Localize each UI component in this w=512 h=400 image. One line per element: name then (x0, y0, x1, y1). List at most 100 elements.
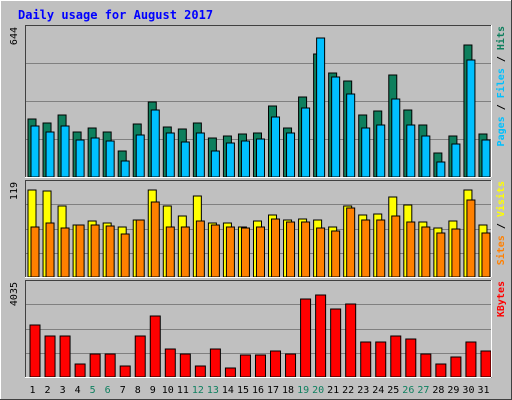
bar-files-day-11 (180, 141, 190, 178)
bar-files-day-29 (451, 143, 461, 178)
x-tick-label-day-7: 7 (120, 385, 126, 396)
bar-sites-day-12 (195, 220, 205, 278)
bar-files-day-28 (436, 161, 446, 178)
bar-kbytes-day-7 (119, 365, 131, 378)
bar-files-day-27 (421, 135, 431, 178)
bar-kbytes-day-16 (254, 354, 266, 378)
bar-sites-day-23 (361, 219, 371, 278)
bar-kbytes-day-6 (104, 353, 116, 378)
x-tick-label-day-23: 23 (357, 385, 369, 396)
bar-files-day-21 (331, 76, 341, 178)
x-tick-label-day-20: 20 (312, 385, 324, 396)
bar-kbytes-day-2 (44, 335, 56, 378)
x-tick-label-day-1: 1 (30, 385, 36, 396)
bar-sites-day-5 (90, 224, 100, 278)
bar-files-day-23 (361, 127, 371, 178)
bar-sites-day-15 (240, 227, 250, 278)
x-tick-label-day-26: 26 (402, 385, 414, 396)
x-tick-label-day-9: 9 (150, 385, 156, 396)
bar-kbytes-day-13 (209, 348, 221, 378)
x-tick-label-day-4: 4 (75, 385, 81, 396)
legend-entry: / (496, 217, 507, 235)
legend-entry: Files (495, 68, 507, 98)
bar-sites-day-2 (45, 222, 55, 278)
panel-kbytes: 4035 KBytes (9, 280, 507, 378)
x-tick-label-day-24: 24 (372, 385, 384, 396)
bar-kbytes-day-9 (149, 315, 161, 378)
x-tick-label-day-17: 17 (267, 385, 279, 396)
x-axis-day-labels: 1 2 3 4 5 6 7 8 9 10 11 12 13 14 15 16 17 18 19 20 21 22 23 24 2… (30, 385, 490, 396)
bar-sites-day-4 (75, 224, 85, 278)
bar-sites-day-10 (165, 226, 175, 278)
x-tick-label-day-27: 27 (417, 385, 429, 396)
bar-kbytes-day-14 (224, 367, 236, 378)
legend-entry: KBytes (496, 281, 507, 317)
legend-entry: Hits (495, 26, 507, 50)
bar-sites-day-13 (210, 224, 220, 278)
bar-kbytes-day-23 (360, 341, 372, 378)
bar-kbytes-day-28 (435, 363, 447, 378)
bar-files-day-1 (30, 125, 40, 178)
x-tick-label-day-5: 5 (90, 385, 96, 396)
legend-entry: Visits (495, 181, 507, 217)
bar-files-day-30 (466, 59, 476, 178)
x-tick-label-day-28: 28 (432, 385, 444, 396)
legend-entry: Sites (495, 235, 507, 265)
bar-files-day-15 (240, 140, 250, 178)
side-legend-kbytes: KBytes (496, 281, 507, 317)
chart-title: Daily usage for August 2017 (18, 8, 213, 22)
bar-kbytes-day-22 (345, 303, 357, 378)
bar-kbytes-day-3 (59, 335, 71, 378)
x-tick-label-day-19: 19 (297, 385, 309, 396)
bar-files-day-18 (286, 132, 296, 178)
bar-sites-day-9 (150, 201, 160, 278)
bar-sites-day-20 (316, 227, 326, 278)
bar-files-day-10 (165, 132, 175, 178)
panel-hits-files-pages: 644 Pages / Files / Hits (9, 25, 507, 178)
bar-files-day-22 (346, 93, 356, 178)
bar-files-day-2 (45, 131, 55, 178)
bar-sites-day-25 (391, 215, 401, 278)
bar-sites-day-8 (135, 219, 145, 278)
bar-kbytes-day-10 (164, 348, 176, 378)
bar-files-day-12 (195, 132, 205, 178)
bar-files-day-17 (271, 116, 281, 178)
bar-sites-day-16 (255, 226, 265, 278)
x-tick-label-day-13: 13 (207, 385, 219, 396)
panel-visits-sites: 119 Sites / Visits (9, 180, 507, 278)
bar-files-day-8 (135, 134, 145, 178)
bar-files-day-31 (481, 139, 491, 178)
legend-entry: / (496, 50, 507, 68)
chart-panels: 644 Pages / Files / Hits 119 Sites / Visits… (9, 25, 507, 378)
bar-sites-day-19 (301, 221, 311, 278)
bar-sites-day-1 (30, 226, 40, 278)
bar-sites-day-17 (271, 218, 281, 278)
x-tick-label-day-11: 11 (177, 385, 189, 396)
bar-files-day-3 (60, 125, 70, 178)
x-tick-label-day-14: 14 (222, 385, 234, 396)
side-legend-visits-sites: Sites / Visits (495, 181, 507, 265)
bar-files-day-16 (255, 138, 265, 178)
bar-kbytes-day-8 (134, 335, 146, 378)
bar-kbytes-day-11 (179, 353, 191, 378)
legend-entry: Pages (496, 116, 507, 146)
bar-kbytes-day-29 (450, 356, 462, 378)
x-tick-label-day-12: 12 (192, 385, 204, 396)
bar-kbytes-day-26 (405, 338, 417, 378)
x-tick-label-day-2: 2 (45, 385, 51, 396)
bar-files-day-26 (406, 124, 416, 178)
x-tick-label-day-16: 16 (252, 385, 264, 396)
bar-files-day-7 (120, 160, 130, 178)
bar-kbytes-day-5 (89, 353, 101, 378)
bar-files-day-9 (150, 109, 160, 178)
bar-sites-day-27 (421, 226, 431, 278)
side-legend-hits-files-pages: Pages / Files / Hits (495, 26, 507, 146)
bar-sites-day-6 (105, 225, 115, 278)
bar-files-day-6 (105, 140, 115, 178)
bar-sites-day-11 (180, 226, 190, 278)
y-max-label-hits-files-pages: 644 (9, 27, 20, 45)
bar-kbytes-day-24 (375, 341, 387, 378)
bar-sites-day-29 (451, 228, 461, 278)
bar-files-day-19 (301, 107, 311, 178)
bar-kbytes-day-30 (465, 341, 477, 378)
